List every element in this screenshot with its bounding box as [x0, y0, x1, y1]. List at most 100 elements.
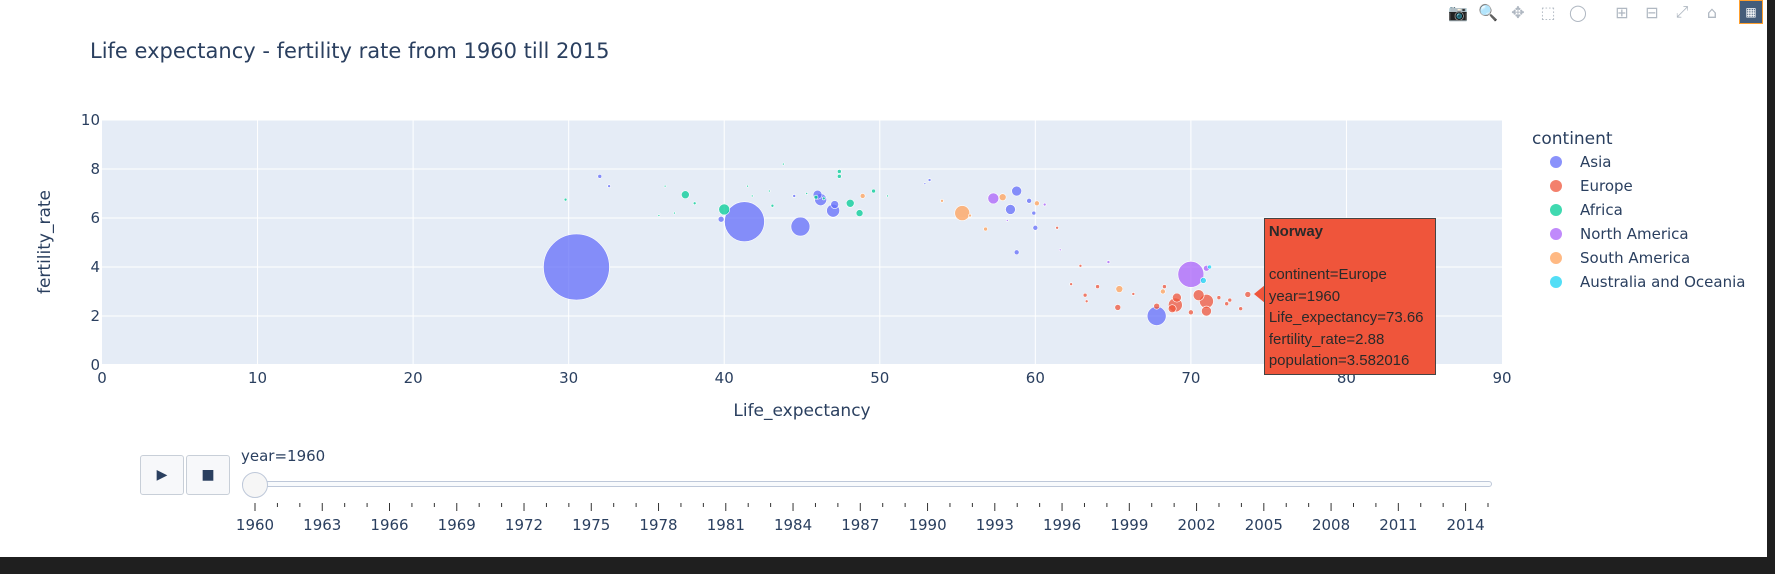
data-point-europe[interactable] [1172, 292, 1182, 303]
data-point-europe[interactable] [1084, 299, 1089, 304]
data-point-asia[interactable] [830, 200, 839, 209]
data-point-africa[interactable] [718, 203, 731, 216]
data-point-africa[interactable] [837, 174, 842, 179]
data-point-africa[interactable] [837, 169, 842, 174]
slider-tick-label[interactable]: 1996 [1043, 516, 1081, 534]
slider-rail[interactable] [242, 481, 1492, 487]
slider-tick-label[interactable]: 1963 [303, 516, 341, 534]
data-point-europe[interactable] [1095, 284, 1100, 289]
data-point-south-america[interactable] [968, 213, 972, 218]
slider-tick-label[interactable]: 1999 [1110, 516, 1148, 534]
data-point-europe[interactable] [1238, 306, 1243, 311]
data-point-europe[interactable] [1153, 302, 1160, 310]
data-point-north-america[interactable] [1042, 202, 1047, 207]
data-point-europe[interactable] [1167, 304, 1177, 313]
data-point-africa[interactable] [855, 209, 864, 217]
legend-item-label[interactable]: Asia [1580, 153, 1611, 171]
legend-marker[interactable] [1550, 156, 1562, 168]
legend-item-label[interactable]: Europe [1580, 177, 1633, 195]
data-point-asia[interactable] [923, 182, 927, 185]
slider-handle[interactable] [242, 472, 268, 498]
data-point-south-america[interactable] [983, 226, 988, 232]
data-point-asia[interactable] [607, 184, 611, 188]
slider-tick-label[interactable]: 1960 [236, 516, 274, 534]
data-point-asia[interactable] [597, 174, 603, 179]
data-point-asia[interactable] [1013, 249, 1020, 256]
data-point-australia-and-oceania[interactable] [1200, 277, 1207, 284]
data-point-asia[interactable] [1005, 204, 1016, 215]
data-point-asia[interactable] [1031, 210, 1037, 216]
data-point-africa[interactable] [750, 194, 754, 198]
slider-tick-label[interactable]: 2014 [1446, 516, 1484, 534]
data-point-north-america[interactable] [1177, 261, 1205, 288]
data-point-africa[interactable] [845, 199, 855, 208]
data-point-europe[interactable] [1188, 309, 1194, 316]
data-point-asia[interactable] [543, 233, 610, 301]
data-point-australia-and-oceania[interactable] [1207, 264, 1212, 270]
data-point-europe[interactable] [1069, 282, 1073, 286]
data-point-asia[interactable] [1011, 185, 1022, 197]
slider-tick-label[interactable]: 1987 [841, 516, 879, 534]
data-point-africa[interactable] [871, 188, 876, 194]
slider-tick-label[interactable]: 2008 [1312, 516, 1350, 534]
data-point-africa[interactable] [768, 189, 771, 193]
data-point-europe[interactable] [1162, 284, 1167, 289]
slider-tick-label[interactable]: 1984 [774, 516, 812, 534]
box-select-icon[interactable]: ⬚ [1540, 2, 1556, 22]
slider-tick-label[interactable]: 1981 [707, 516, 745, 534]
slider-tick-label[interactable]: 1990 [908, 516, 946, 534]
data-point-africa[interactable] [692, 201, 697, 206]
data-point-africa[interactable] [821, 196, 826, 201]
data-point-europe[interactable] [1078, 263, 1083, 268]
data-point-africa[interactable] [886, 194, 889, 198]
zoom-out-icon[interactable]: ⊟ [1645, 2, 1659, 22]
data-point-asia[interactable] [792, 194, 797, 198]
data-point-africa[interactable] [782, 162, 785, 166]
data-point-europe[interactable] [1224, 301, 1229, 307]
legend-item-label[interactable]: South America [1580, 249, 1690, 267]
zoom-icon[interactable]: 🔍 [1478, 2, 1498, 22]
pan-icon[interactable]: ✥ [1511, 2, 1525, 22]
slider-tick-label[interactable]: 1978 [639, 516, 677, 534]
slider-tick-label[interactable]: 1993 [976, 516, 1014, 534]
points-layer[interactable] [543, 162, 1252, 326]
data-point-africa[interactable] [746, 184, 749, 188]
slider-tick-label[interactable]: 2005 [1245, 516, 1283, 534]
data-point-europe[interactable] [1114, 304, 1122, 311]
data-point-south-america[interactable] [1115, 285, 1124, 293]
play-button[interactable]: ▶ [140, 455, 184, 495]
slider-tick-label[interactable]: 2011 [1379, 516, 1417, 534]
data-point-europe[interactable] [1082, 292, 1088, 298]
data-point-africa[interactable] [681, 190, 690, 200]
legend-marker[interactable] [1550, 180, 1562, 192]
reset-axes-icon[interactable]: ⌂ [1706, 2, 1718, 22]
legend-marker[interactable] [1550, 204, 1562, 216]
data-point-south-america[interactable] [954, 205, 971, 221]
data-point-europe[interactable] [1131, 292, 1136, 296]
data-point-asia[interactable] [1032, 225, 1039, 231]
data-point-north-america[interactable] [1006, 219, 1009, 222]
data-point-africa[interactable] [805, 192, 808, 195]
data-point-north-america[interactable] [987, 192, 1000, 205]
data-point-europe[interactable] [1192, 289, 1205, 301]
data-point-africa[interactable] [770, 203, 775, 208]
data-point-europe[interactable] [1201, 305, 1212, 317]
stop-button[interactable]: ■ [186, 455, 230, 495]
data-point-africa[interactable] [663, 184, 667, 188]
legend-item-label[interactable]: Africa [1580, 201, 1623, 219]
slider-tick-label[interactable]: 1975 [572, 516, 610, 534]
data-point-south-america[interactable] [1034, 200, 1040, 207]
data-point-south-america[interactable] [859, 193, 866, 199]
data-point-south-america[interactable] [998, 193, 1007, 201]
data-point-asia[interactable] [927, 178, 932, 182]
data-point-asia[interactable] [717, 215, 725, 223]
data-point-asia[interactable] [790, 216, 811, 237]
data-point-south-america[interactable] [940, 199, 944, 203]
data-point-europe[interactable] [1055, 226, 1059, 230]
data-point-asia[interactable] [1026, 198, 1032, 204]
data-point-europe[interactable] [1216, 295, 1222, 300]
data-point-north-america[interactable] [1106, 260, 1111, 264]
plotly-logo-icon[interactable]: ▦ [1739, 0, 1763, 24]
data-point-europe[interactable] [1244, 291, 1252, 298]
legend-marker[interactable] [1550, 252, 1562, 264]
